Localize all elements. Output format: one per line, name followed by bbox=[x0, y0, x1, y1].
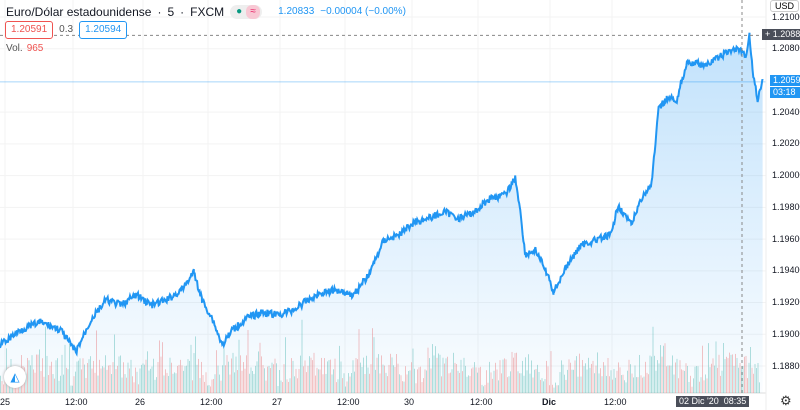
time-tick: 12:00 bbox=[200, 397, 223, 407]
volume-value: 965 bbox=[26, 43, 44, 54]
price-tick: 1.18800 bbox=[772, 360, 800, 371]
crosshair-time-tag: 02 Dic '20 08:35 bbox=[676, 396, 750, 407]
price-tick: 1.20400 bbox=[772, 106, 800, 117]
time-tick: 12:00 bbox=[604, 397, 627, 407]
price-area bbox=[0, 32, 763, 393]
time-tick: 30 bbox=[404, 397, 415, 407]
crosshair-price: 1.20884 bbox=[772, 29, 800, 39]
market-open-icon: ● bbox=[236, 6, 243, 17]
time-tick: 12:00 bbox=[65, 397, 88, 407]
bid-ask: 1.20591 0.3 1.20594 bbox=[5, 21, 128, 39]
price-tick: 1.19200 bbox=[772, 297, 800, 308]
volume-legend: Vol. 965 bbox=[6, 43, 43, 55]
spread: 0.3 bbox=[59, 24, 74, 35]
last-price: 1.20833 bbox=[278, 6, 315, 17]
crosshair-date: 02 Dic '20 bbox=[679, 396, 719, 406]
volume-label: Vol. bbox=[6, 43, 23, 54]
price-tick: 1.19000 bbox=[772, 328, 800, 339]
delayed-data-icon: ≈ bbox=[246, 5, 261, 19]
time-tick: 27 bbox=[272, 397, 283, 407]
price-tick: 1.20800 bbox=[772, 43, 800, 54]
tradingview-logo-icon[interactable]: ◭ bbox=[4, 366, 26, 388]
currency-label[interactable]: USD bbox=[770, 0, 800, 12]
buy-button[interactable]: 1.20594 bbox=[79, 21, 128, 39]
current-price-tag: 1.20591 bbox=[770, 75, 800, 86]
price-tick: 1.20000 bbox=[772, 170, 800, 181]
crosshair-time: 08:35 bbox=[723, 396, 747, 406]
settings-gear-icon[interactable]: ⚙ bbox=[780, 393, 792, 408]
interval[interactable]: 5 bbox=[167, 5, 175, 19]
price-tick: 1.19400 bbox=[772, 265, 800, 276]
time-tick: 25 bbox=[0, 397, 11, 407]
chart-legend: Euro/Dólar estadounidense · 5 · FXCM ● ≈ … bbox=[6, 5, 406, 19]
price-tick: 1.21000 bbox=[772, 12, 800, 22]
crosshair-price-tag: + 1.20884 bbox=[762, 29, 800, 40]
price-tick: 1.19800 bbox=[772, 201, 800, 212]
price-line bbox=[0, 32, 764, 357]
time-tick: 12:00 bbox=[470, 397, 493, 407]
time-tick: Dic bbox=[542, 397, 557, 407]
price-tick: 1.19600 bbox=[772, 233, 800, 244]
time-tick: 26 bbox=[135, 397, 146, 407]
exchange: FXCM bbox=[190, 5, 225, 19]
price-change: −0.00004 (−0.00%) bbox=[320, 6, 406, 17]
countdown-tag: 03:18 bbox=[770, 87, 800, 98]
separator: · bbox=[157, 5, 162, 19]
price-tick: 1.20200 bbox=[772, 138, 800, 149]
sell-button[interactable]: 1.20591 bbox=[5, 21, 54, 39]
time-tick: 12:00 bbox=[337, 397, 360, 407]
symbol-title[interactable]: Euro/Dólar estadounidense bbox=[6, 5, 152, 19]
market-status[interactable]: ● ≈ bbox=[230, 5, 263, 19]
separator: · bbox=[180, 5, 185, 19]
